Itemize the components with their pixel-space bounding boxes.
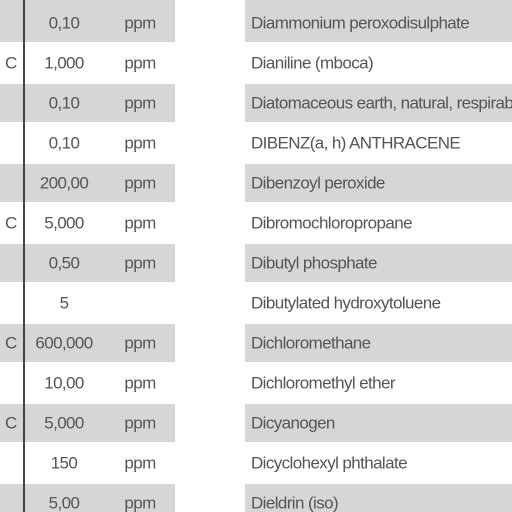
substance-cell: Diatomaceous earth, natural, respirable: [251, 93, 512, 112]
substance-cell: Dibutylated hydroxytoluene: [251, 293, 441, 312]
substance-cell: Dicyanogen: [251, 413, 335, 432]
cells: 0,10 ppm Diammonium peroxodisulphate C 1,000…: [5, 13, 512, 512]
value-cell: 600,000: [35, 333, 92, 352]
unit-cell: ppm: [124, 453, 156, 472]
substance-cell: Dieldrin (iso): [251, 493, 338, 512]
unit-cell: ppm: [124, 213, 156, 232]
row-band: [245, 84, 512, 122]
row-band: [245, 244, 512, 282]
value-cell: 1,000: [44, 53, 84, 72]
unit-cell: ppm: [124, 493, 156, 512]
row-band: [245, 0, 512, 42]
row-band: [0, 404, 175, 442]
unit-cell: ppm: [124, 413, 156, 432]
row-band: [0, 0, 175, 42]
unit-cell: ppm: [124, 253, 156, 272]
value-cell: 0,10: [49, 133, 80, 152]
unit-cell: ppm: [124, 13, 156, 32]
row-band: [0, 164, 175, 202]
substance-cell: Dibutyl phosphate: [251, 253, 377, 272]
row-band: [245, 404, 512, 442]
value-cell: 0,10: [49, 13, 80, 32]
value-cell: 5,00: [49, 493, 80, 512]
substance-cell: Dianiline (mboca): [251, 53, 373, 72]
substance-cell: Diammonium peroxodisulphate: [251, 13, 469, 32]
row-band: [245, 484, 512, 512]
value-cell: 5: [60, 293, 69, 312]
row-band: [0, 484, 175, 512]
substance-cell: Dibromochloropropane: [251, 213, 412, 232]
value-cell: 150: [51, 453, 78, 472]
unit-cell: ppm: [124, 133, 156, 152]
row-band: [245, 324, 512, 362]
value-cell: 5,000: [44, 213, 84, 232]
value-cell: 0,10: [49, 93, 80, 112]
substance-cell: Dichloromethane: [251, 333, 371, 352]
unit-cell: ppm: [124, 173, 156, 192]
limit-type-cell: C: [5, 413, 17, 432]
row-band: [0, 324, 175, 362]
limit-type-cell: C: [5, 53, 17, 72]
unit-cell: ppm: [124, 373, 156, 392]
unit-cell: ppm: [124, 93, 156, 112]
unit-cell: ppm: [124, 333, 156, 352]
value-cell: 10,00: [44, 373, 84, 392]
row-band: [0, 84, 175, 122]
substance-cell: DIBENZ(a, h) ANTHRACENE: [251, 133, 460, 152]
unit-cell: ppm: [124, 53, 156, 72]
value-cell: 0,50: [49, 253, 80, 272]
row-band: [0, 244, 175, 282]
row-band: [245, 164, 512, 202]
limit-type-cell: C: [5, 333, 17, 352]
limit-type-cell: C: [5, 213, 17, 232]
substance-cell: Dibenzoyl peroxide: [251, 173, 385, 192]
value-cell: 5,000: [44, 413, 84, 432]
substance-cell: Dichloromethyl ether: [251, 373, 396, 392]
value-cell: 200,00: [40, 173, 89, 192]
substance-cell: Dicyclohexyl phthalate: [251, 453, 407, 472]
